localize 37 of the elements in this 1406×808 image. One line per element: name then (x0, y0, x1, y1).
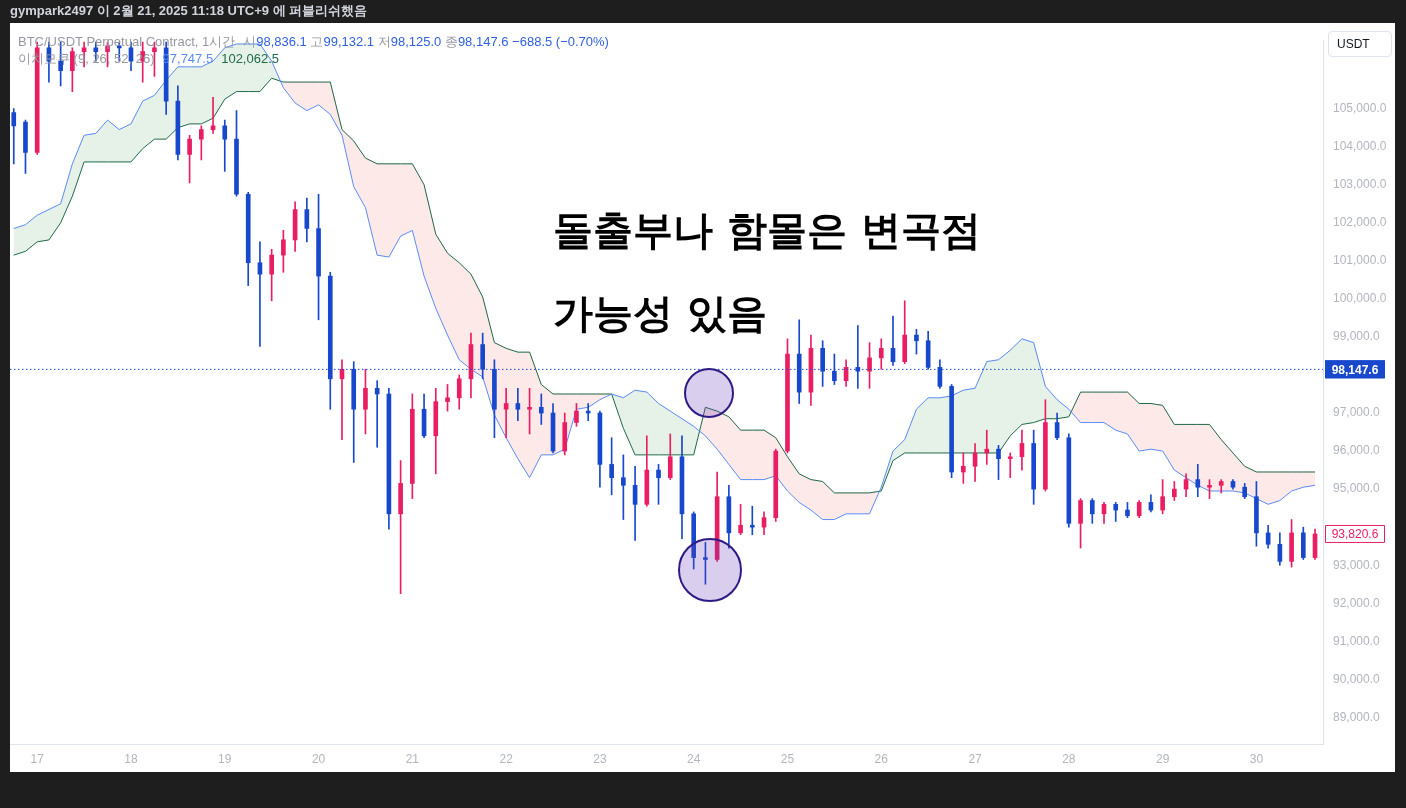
y-tick-label: 89,000.0 (1333, 709, 1381, 724)
annotation: BTC/USDT Perpetual Contract, 1시간 (18, 34, 236, 50)
y-tick-label: 96,000.0 (1333, 443, 1381, 458)
y-tick-label: 95,000.0 (1333, 481, 1381, 496)
y-tick-label: 101,000.0 (1333, 253, 1387, 268)
x-tick-label: 19 (218, 751, 232, 766)
chart-title: gympark2497 이 2월 21, 2025 11:18 UTC+9 에 퍼블리쉬했음 (10, 3, 368, 19)
y-tick-label: 103,000.0 (1333, 177, 1387, 192)
y-tick-label: 104,000.0 (1333, 139, 1387, 154)
annotation: 가능성 있음 (553, 289, 767, 337)
text: 93,820.6 (1331, 527, 1379, 542)
x-tick-label: 25 (780, 751, 795, 766)
y-tick-label: 93,000.0 (1333, 557, 1381, 572)
y-tick-label: 102,000.0 (1333, 215, 1387, 230)
x-tick-label: 29 (1155, 751, 1170, 766)
x-tick-label: 28 (1062, 751, 1076, 766)
x-tick-label: 23 (593, 751, 607, 766)
y-tick-label: 97,000.0 (1333, 405, 1381, 420)
x-tick-label: 20 (311, 751, 326, 766)
y-tick-label: 99,000.0 (1333, 329, 1381, 344)
x-tick-label: 17 (30, 751, 45, 766)
y-tick-label: 100,000.0 (1333, 291, 1387, 306)
y-axis-title: USDT (1328, 31, 1392, 57)
x-tick-label: 26 (874, 751, 889, 766)
y-tick-label: 91,000.0 (1333, 633, 1381, 648)
x-tick-label: 21 (405, 751, 420, 766)
x-tick-label: 18 (124, 751, 138, 766)
x-tick-label: 22 (499, 751, 514, 766)
y-tick-label: 105,000.0 (1333, 100, 1387, 115)
x-tick-label: 30 (1249, 751, 1264, 766)
annotation: 돌출부나 함몰은 변곡점 (553, 206, 981, 254)
ref-line-label: 98,147.6 (1331, 362, 1379, 377)
x-tick-label: 24 (687, 751, 701, 766)
y-tick-label: 90,000.0 (1333, 671, 1381, 686)
y-tick-label: 92,000.0 (1333, 595, 1381, 610)
annotation: 102,062.5 (221, 51, 280, 67)
x-tick-label: 27 (968, 751, 983, 766)
